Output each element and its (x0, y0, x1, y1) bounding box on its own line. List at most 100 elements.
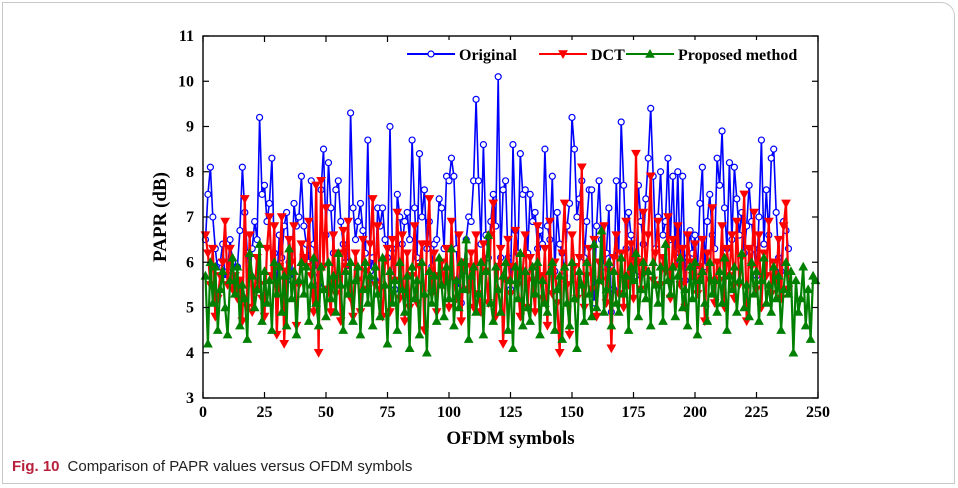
data-point-dct (702, 249, 713, 259)
data-point-proposed-method (237, 279, 248, 289)
data-point-proposed-method (704, 257, 715, 267)
data-point-proposed-method (798, 261, 809, 271)
data-point-proposed-method (458, 284, 469, 294)
legend-entry-original: Original (407, 47, 517, 64)
data-point-proposed-method (697, 266, 708, 276)
data-point-proposed-method (695, 275, 705, 285)
data-point-proposed-method (604, 257, 614, 267)
data-point-original (206, 163, 214, 171)
data-point-original (573, 213, 581, 221)
x-tick-label: 250 (806, 404, 830, 421)
data-point-proposed-method (259, 266, 270, 276)
data-point-proposed-method (591, 302, 602, 312)
data-point-proposed-method (707, 288, 718, 298)
data-point-dct (365, 240, 376, 250)
data-point-dct (262, 244, 272, 254)
data-point-proposed-method (377, 252, 388, 262)
data-point-proposed-method (525, 316, 536, 325)
data-point-dct (611, 231, 622, 241)
data-point-proposed-method (230, 288, 240, 298)
data-point-proposed-method (800, 320, 811, 330)
data-point-proposed-method (645, 320, 656, 330)
data-point-original (553, 208, 561, 217)
x-tick-label: 175 (622, 404, 646, 421)
data-point-proposed-method (756, 275, 767, 285)
data-point-proposed-method (596, 225, 607, 235)
data-point-dct (727, 231, 737, 241)
data-point-proposed-method (318, 284, 329, 294)
legend: Original DCT Proposed method (400, 40, 812, 68)
data-point-dct (313, 348, 324, 358)
data-point-proposed-method (618, 288, 629, 298)
data-point-proposed-method (412, 275, 422, 285)
data-point-dct (697, 235, 708, 245)
data-point-dct (717, 222, 727, 232)
data-point-proposed-method (444, 293, 454, 303)
data-point-proposed-method (623, 325, 634, 334)
data-point-dct (672, 222, 683, 232)
data-point-dct (542, 321, 553, 331)
data-point-proposed-method (434, 252, 445, 262)
data-point-proposed-method (306, 279, 317, 289)
data-point-original (438, 204, 446, 212)
data-point-proposed-method (227, 252, 238, 262)
data-point-dct (387, 235, 398, 245)
data-point-dct (397, 231, 408, 241)
data-point-proposed-method (648, 257, 659, 267)
data-point-dct (645, 172, 656, 182)
data-point-original (332, 186, 340, 194)
data-point-original (251, 217, 259, 226)
data-point-proposed-method (542, 307, 553, 316)
data-point-proposed-method (739, 302, 750, 312)
data-point-proposed-method (717, 297, 727, 307)
series-proposed-method (200, 225, 821, 357)
y-tick-label: 3 (186, 390, 194, 407)
data-point-proposed-method (498, 270, 508, 280)
data-point-dct (621, 217, 631, 227)
data-point-proposed-method (360, 257, 371, 267)
data-point-dct (367, 195, 378, 204)
data-point-original (679, 172, 687, 180)
data-point-proposed-method (508, 343, 518, 352)
data-point-proposed-method (350, 275, 361, 285)
data-point-proposed-method (284, 243, 294, 253)
data-point-proposed-method (687, 293, 698, 303)
data-point-original (595, 177, 603, 185)
data-point-proposed-method (417, 257, 427, 267)
data-point-dct (308, 308, 319, 318)
data-point-proposed-method (761, 297, 772, 307)
data-point-proposed-method (461, 234, 472, 244)
data-point-proposed-method (557, 334, 568, 343)
data-point-dct (429, 249, 440, 259)
data-point-original (548, 172, 556, 180)
data-point-original (347, 109, 355, 117)
data-point-proposed-method (449, 320, 459, 330)
data-point-proposed-method (286, 293, 297, 303)
data-point-proposed-method (636, 284, 646, 294)
data-point-original (730, 163, 738, 171)
y-tick-label: 8 (186, 164, 194, 181)
data-point-proposed-method (276, 307, 287, 316)
data-point-proposed-method (781, 257, 791, 267)
data-point-proposed-method (766, 307, 777, 316)
data-point-proposed-method (348, 316, 358, 325)
data-point-proposed-method (271, 288, 282, 298)
data-point-proposed-method (333, 248, 344, 257)
data-point-proposed-method (252, 284, 262, 294)
data-point-original (351, 236, 360, 244)
data-point-original (337, 217, 345, 226)
data-point-original (415, 150, 424, 158)
data-point-proposed-method (222, 329, 233, 339)
data-point-dct (667, 235, 678, 245)
data-point-dct (399, 317, 410, 327)
legend-label-proposed-method: Proposed method (678, 47, 797, 64)
data-point-dct (544, 217, 555, 227)
data-point-proposed-method (365, 270, 376, 280)
data-point-proposed-method (658, 316, 668, 325)
data-point-proposed-method (626, 261, 636, 271)
data-point-proposed-method (399, 307, 410, 316)
data-point-proposed-method (569, 293, 580, 303)
data-point-proposed-method (554, 270, 565, 280)
data-point-proposed-method (478, 329, 489, 339)
data-point-proposed-method (749, 288, 759, 298)
